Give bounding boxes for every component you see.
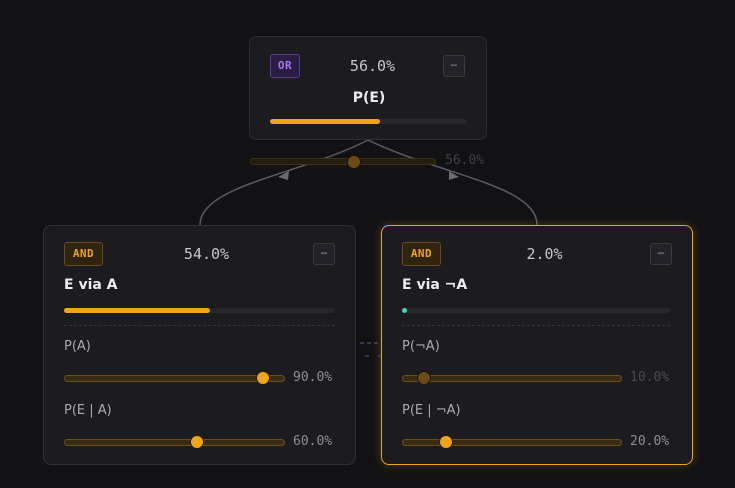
edge-and-a-to-or (199, 139, 369, 226)
and-badge: AND (402, 242, 441, 266)
or-node-percent: 56.0% (349, 57, 396, 75)
slider-p-a-value: 90.0% (293, 370, 333, 385)
edge-arrow-left (278, 171, 289, 180)
and-a-probability-fill (64, 308, 211, 313)
slider-p-e-given-a-thumb[interactable] (189, 435, 204, 449)
slider-p-a-thumb[interactable] (255, 371, 270, 385)
slider-p-e-given-not-a[interactable] (402, 439, 622, 446)
collapse-button[interactable]: − (650, 243, 672, 265)
dashed-connector (360, 342, 380, 357)
and-node-e-via-a[interactable]: AND 54.0% − E via A P(A) 90.0% P(E | A) … (43, 225, 356, 465)
and-node-e-via-not-a[interactable]: AND 2.0% − E via ¬A P(¬A) 10.0% P(E | ¬A… (381, 225, 693, 465)
slider-p-not-a-thumb[interactable] (417, 371, 431, 385)
slider-p-e-given-not-a-value: 20.0% (630, 434, 670, 449)
edge-weight-slider[interactable] (250, 158, 436, 165)
slider-p-not-a[interactable] (402, 375, 622, 382)
collapse-button[interactable]: − (443, 55, 465, 77)
or-node-probability-fill (270, 119, 381, 124)
param-label-p-a: P(A) (64, 339, 91, 354)
edge-weight-slider-thumb[interactable] (347, 155, 362, 169)
and-not-a-percent: 2.0% (526, 245, 563, 263)
or-node[interactable]: OR 56.0% − P(E) (249, 36, 487, 140)
or-badge: OR (270, 54, 300, 78)
and-not-a-probability-bar (402, 308, 670, 313)
slider-p-e-given-a-value: 60.0% (293, 434, 333, 449)
and-a-title: E via A (64, 277, 118, 293)
or-node-title: P(E) (352, 90, 386, 106)
node-divider (402, 325, 670, 326)
collapse-button[interactable]: − (313, 243, 335, 265)
param-label-p-not-a: P(¬A) (402, 339, 440, 354)
and-a-percent: 54.0% (183, 245, 230, 263)
and-a-probability-bar (64, 308, 335, 313)
and-not-a-probability-dot (402, 308, 407, 313)
and-badge: AND (64, 242, 103, 266)
param-label-p-e-given-not-a: P(E | ¬A) (402, 403, 461, 418)
slider-p-e-given-not-a-thumb[interactable] (439, 435, 453, 449)
and-not-a-title: E via ¬A (402, 277, 468, 293)
node-divider (64, 325, 335, 326)
slider-p-e-given-a[interactable] (64, 439, 285, 446)
slider-p-a[interactable] (64, 375, 285, 382)
edge-weight-value: 56.0% (445, 153, 485, 168)
edge-arrow-right (449, 171, 459, 180)
slider-p-not-a-value: 10.0% (630, 370, 670, 385)
param-label-p-e-given-a: P(E | A) (64, 403, 112, 418)
or-node-probability-bar (270, 119, 467, 124)
